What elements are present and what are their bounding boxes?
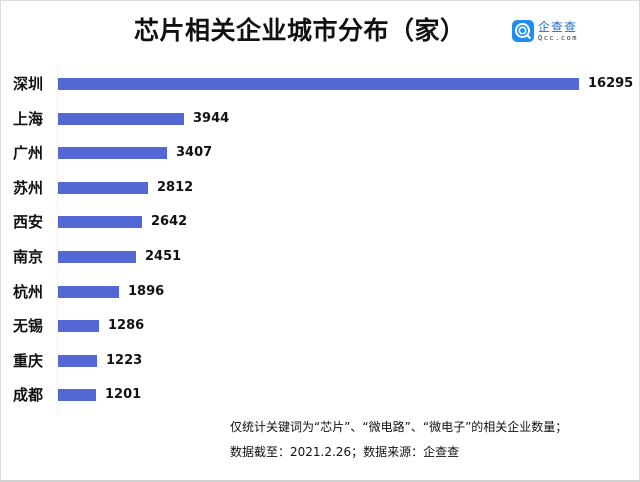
category-label: 无锡 xyxy=(13,317,44,336)
bar-row: 上海 3944 xyxy=(1,109,640,129)
bar xyxy=(58,285,119,298)
category-label: 苏州 xyxy=(13,178,44,197)
category-label: 深圳 xyxy=(13,75,44,93)
category-label: 成都 xyxy=(13,386,44,405)
bar xyxy=(58,147,167,160)
bar-row: 成都 1201 xyxy=(1,385,640,405)
footnote-keywords: 仅统计关键词为“芯片”、“微电路”、“微电子”的相关企业数量； xyxy=(230,420,568,434)
value-label: 2451 xyxy=(145,249,182,264)
value-label: 16295 xyxy=(588,76,634,91)
value-label: 1201 xyxy=(105,387,142,403)
category-label: 南京 xyxy=(13,248,44,266)
bar-row: 杭州 1896 xyxy=(1,282,640,302)
value-label: 2812 xyxy=(157,179,194,195)
bar-row: 广州 3407 xyxy=(1,143,640,163)
bar-row: 重庆 1223 xyxy=(1,351,640,371)
logo-name-en: Qcc.com xyxy=(538,33,579,42)
value-label: 2642 xyxy=(151,214,188,230)
bar xyxy=(58,216,142,229)
value-label: 1896 xyxy=(128,283,165,299)
bar xyxy=(58,251,136,263)
chart-title: 芯片相关企业城市分布（家） xyxy=(134,16,466,45)
bar xyxy=(58,181,148,194)
qcc-search-icon xyxy=(512,20,534,42)
bar xyxy=(58,354,97,367)
bar xyxy=(58,389,96,402)
category-label: 重庆 xyxy=(13,351,44,370)
qcc-logo: 企查查 Qcc.com xyxy=(512,20,578,42)
category-label: 广州 xyxy=(13,144,44,163)
bar xyxy=(58,320,99,333)
value-label: 3944 xyxy=(193,110,230,126)
value-label: 3407 xyxy=(176,145,213,161)
value-label: 1286 xyxy=(108,318,145,334)
category-label: 西安 xyxy=(13,213,44,232)
bar-row: 苏州 2812 xyxy=(1,178,640,198)
bar xyxy=(58,112,184,125)
y-axis-line xyxy=(57,67,58,413)
category-label: 杭州 xyxy=(13,282,44,301)
value-label: 1223 xyxy=(106,352,143,368)
bar-row: 无锡 1286 xyxy=(1,316,640,336)
bar-row: 深圳 16295 xyxy=(1,74,640,94)
bar-row: 西安 2642 xyxy=(1,212,640,232)
footnote-source: 数据截至：2021.2.26；数据来源：企查查 xyxy=(230,445,460,459)
category-label: 上海 xyxy=(13,109,44,128)
bar-row: 南京 2451 xyxy=(1,247,640,267)
bar xyxy=(58,78,579,90)
logo-name-cn: 企查查 xyxy=(538,19,578,34)
